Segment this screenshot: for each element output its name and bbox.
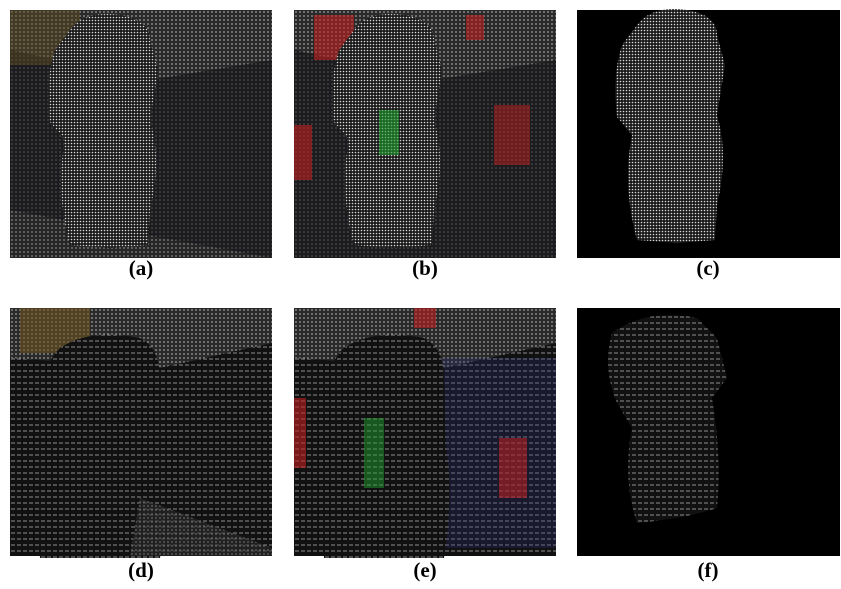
panel-label: (a) (129, 256, 154, 280)
panel-label: (e) (413, 558, 436, 582)
panel-a (10, 10, 272, 258)
panel-b (294, 10, 556, 258)
figure: (a) (b) (c) (d) (e) (f) (0, 0, 841, 584)
panel-e (294, 308, 556, 558)
panel-label: (c) (696, 256, 719, 280)
panel-label: (d) (128, 558, 154, 582)
panel-c (577, 9, 840, 258)
panel-label: (f) (698, 558, 719, 582)
panel-label: (b) (412, 256, 438, 280)
panel-f (577, 308, 840, 556)
panel-d (10, 308, 272, 558)
